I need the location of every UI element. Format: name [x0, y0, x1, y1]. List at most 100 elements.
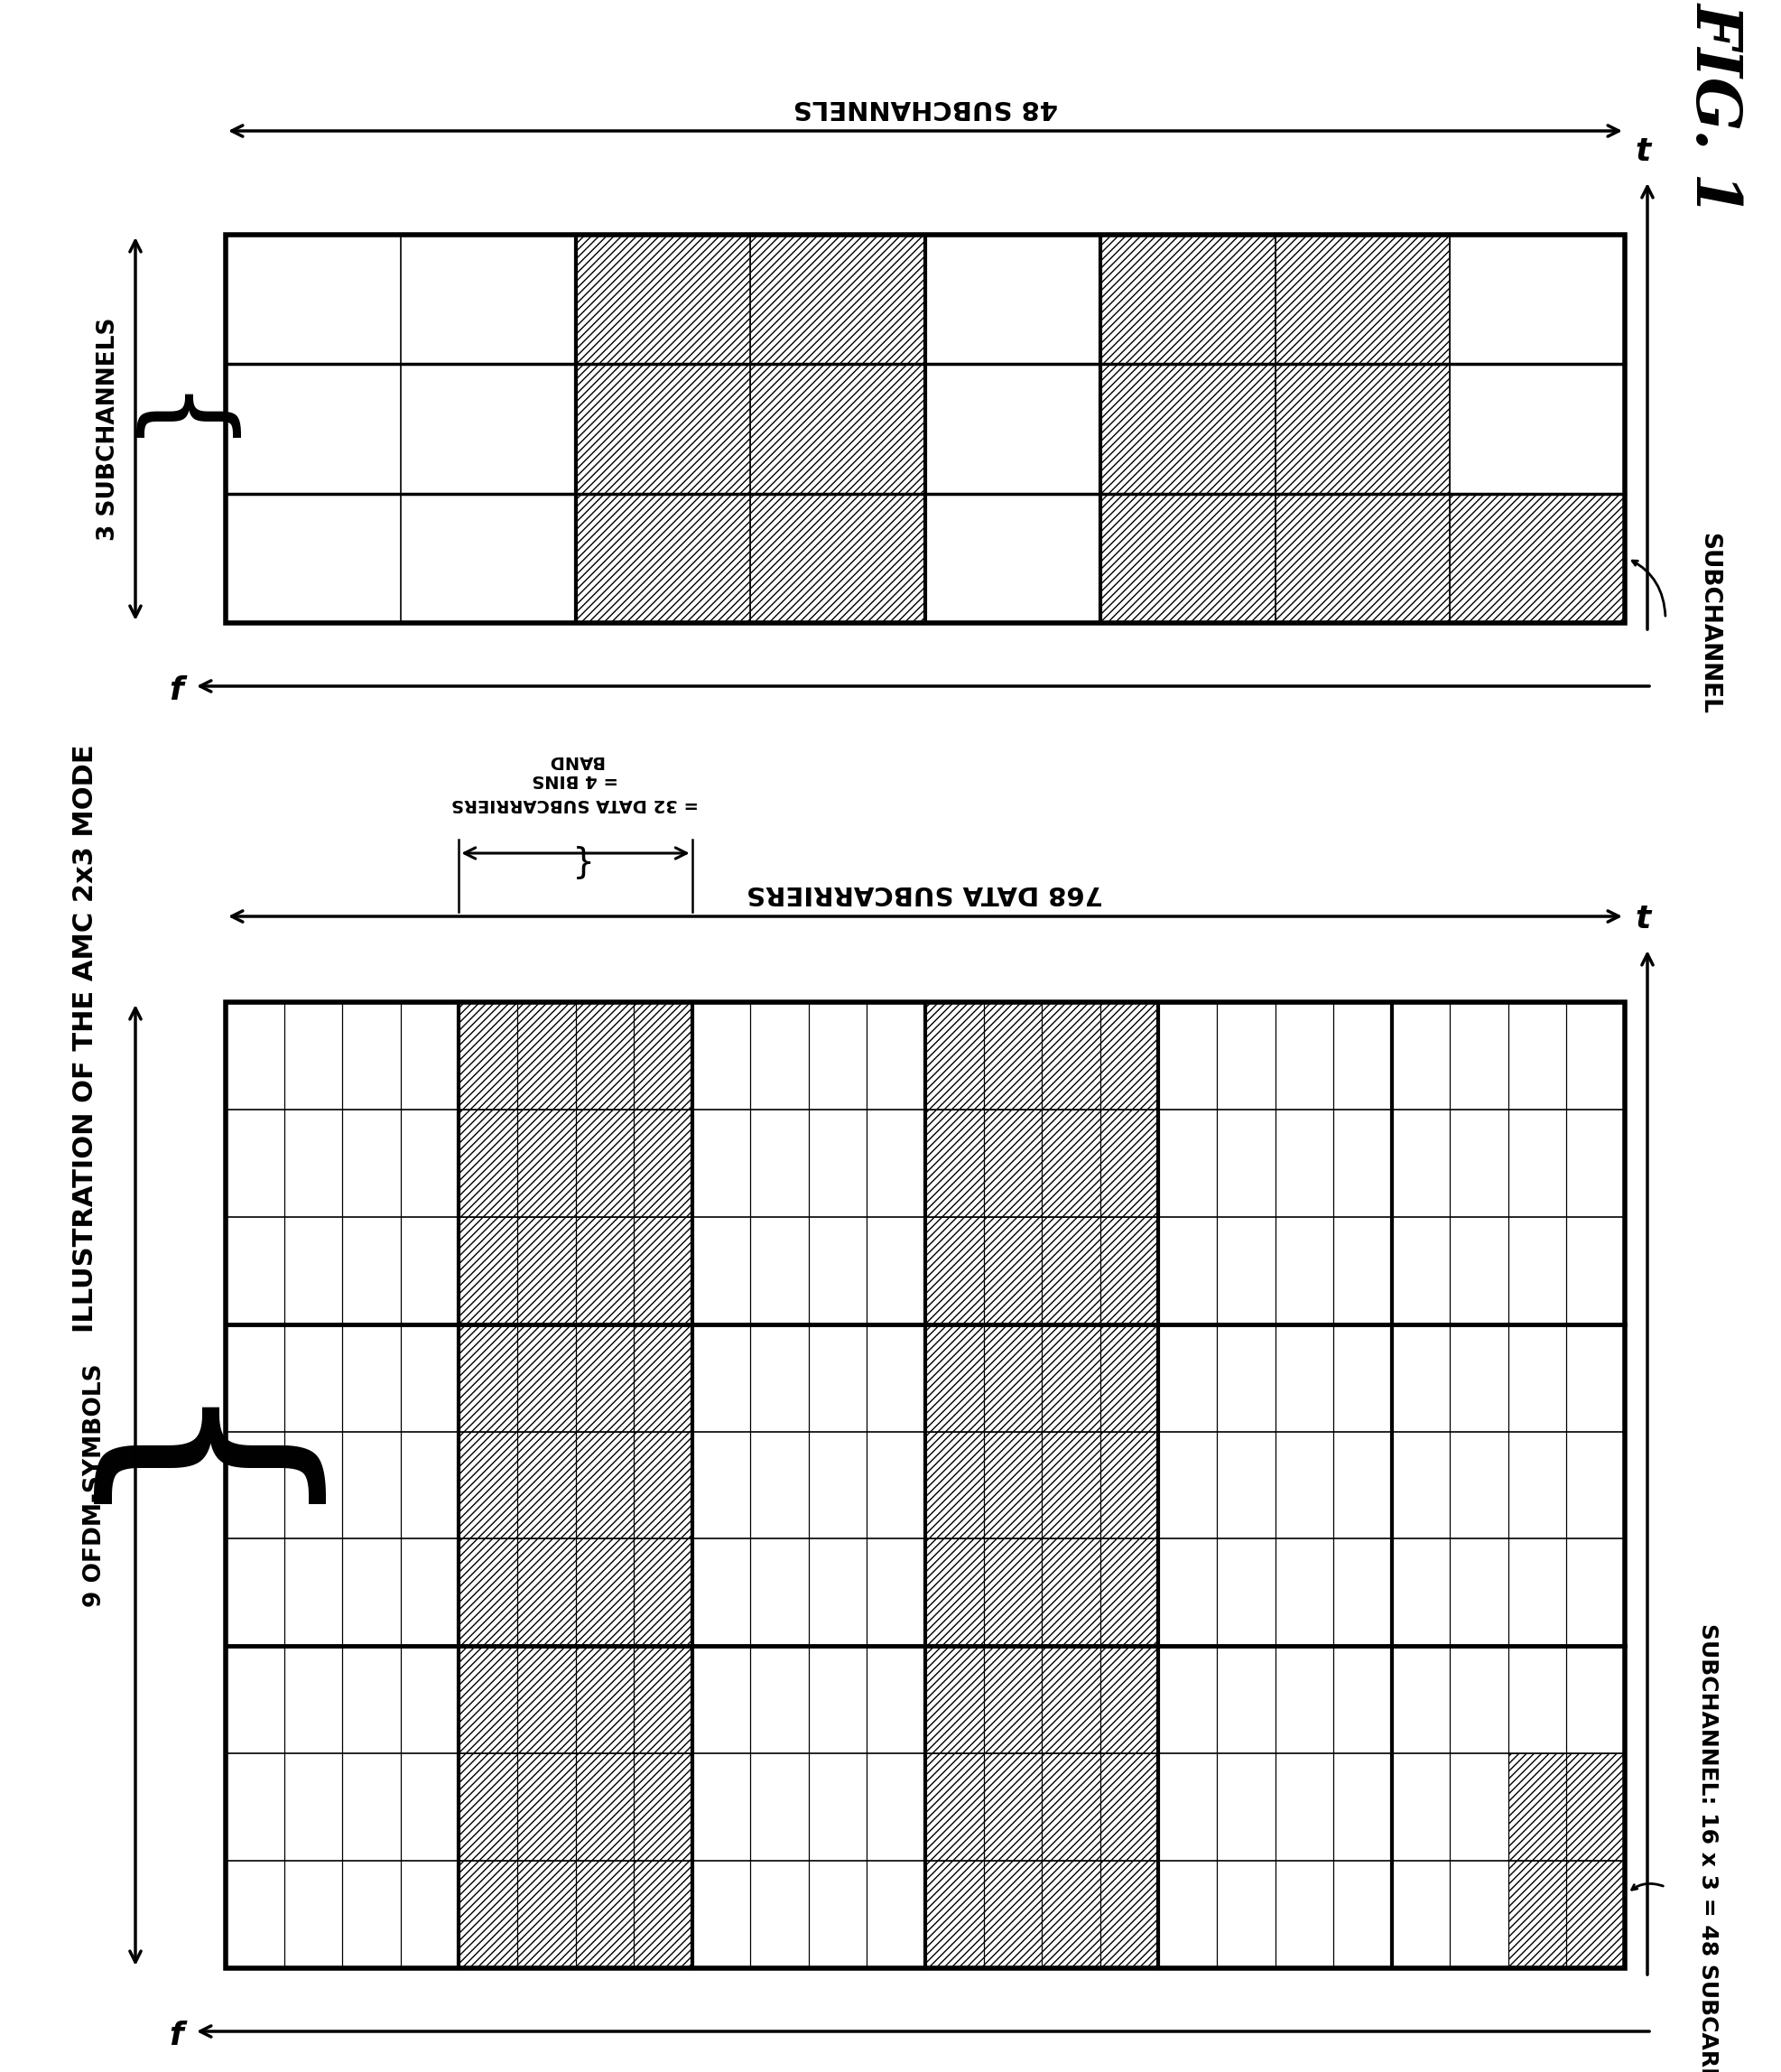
Bar: [1101, 365, 1275, 493]
Bar: [926, 1753, 983, 1861]
Bar: [983, 1324, 1042, 1432]
Bar: [926, 1109, 983, 1216]
Bar: [1275, 493, 1450, 624]
Bar: [634, 1539, 693, 1645]
Bar: [1042, 1753, 1101, 1861]
Bar: [516, 1216, 575, 1324]
Bar: [1101, 1539, 1158, 1645]
Text: ILLUSTRATION OF THE AMC 2x3 MODE: ILLUSTRATION OF THE AMC 2x3 MODE: [73, 744, 98, 1332]
Bar: [1101, 1645, 1158, 1753]
Bar: [750, 493, 926, 624]
Bar: [575, 1109, 634, 1216]
Text: t: t: [1635, 137, 1651, 168]
Bar: [575, 1539, 634, 1645]
Text: SUBCHANNEL: SUBCHANNEL: [1697, 533, 1720, 713]
Text: FIG. 1: FIG. 1: [1685, 2, 1745, 215]
Bar: [634, 1861, 693, 1968]
Bar: [983, 1539, 1042, 1645]
Text: SUBCHANNEL: 16 x 3 = 48 SUBCARRIERS: SUBCHANNEL: 16 x 3 = 48 SUBCARRIERS: [1697, 1622, 1719, 2072]
Bar: [575, 234, 750, 365]
Bar: [983, 1645, 1042, 1753]
Bar: [516, 1861, 575, 1968]
Bar: [1101, 234, 1275, 365]
Bar: [459, 1216, 516, 1324]
Bar: [516, 1324, 575, 1432]
Bar: [1101, 493, 1275, 624]
Bar: [459, 1861, 516, 1968]
Bar: [750, 365, 926, 493]
Bar: [926, 1645, 983, 1753]
Bar: [1567, 1861, 1624, 1968]
Bar: [516, 1753, 575, 1861]
Bar: [926, 1324, 983, 1432]
Bar: [1042, 1539, 1101, 1645]
Text: 48 SUBCHANNELS: 48 SUBCHANNELS: [793, 95, 1058, 120]
Bar: [459, 1432, 516, 1539]
Bar: [983, 1003, 1042, 1109]
Bar: [634, 1753, 693, 1861]
Text: {: {: [118, 394, 226, 464]
Bar: [459, 1109, 516, 1216]
Bar: [459, 1645, 516, 1753]
Bar: [634, 1432, 693, 1539]
Bar: [575, 1645, 634, 1753]
Bar: [926, 1539, 983, 1645]
Bar: [1101, 1432, 1158, 1539]
Bar: [926, 1432, 983, 1539]
Bar: [926, 1861, 983, 1968]
Bar: [459, 1753, 516, 1861]
Text: f: f: [169, 675, 183, 707]
Text: 9 OFDM-SYMBOLS: 9 OFDM-SYMBOLS: [84, 1363, 107, 1608]
Bar: [575, 1753, 634, 1861]
Bar: [459, 1003, 516, 1109]
Bar: [1275, 365, 1450, 493]
Bar: [634, 1645, 693, 1753]
Bar: [1042, 1645, 1101, 1753]
Bar: [516, 1003, 575, 1109]
Bar: [575, 1324, 634, 1432]
Bar: [575, 1003, 634, 1109]
Bar: [459, 1539, 516, 1645]
Bar: [575, 1861, 634, 1968]
Bar: [575, 493, 750, 624]
Bar: [1042, 1003, 1101, 1109]
Bar: [1567, 1753, 1624, 1861]
Text: = 4 BINS: = 4 BINS: [533, 771, 618, 787]
Bar: [516, 1432, 575, 1539]
Bar: [575, 1432, 634, 1539]
Bar: [983, 1432, 1042, 1539]
Bar: [634, 1003, 693, 1109]
Bar: [516, 1539, 575, 1645]
Bar: [634, 1324, 693, 1432]
Bar: [1101, 1861, 1158, 1968]
Bar: [926, 1216, 983, 1324]
Bar: [1101, 1753, 1158, 1861]
Bar: [926, 1003, 983, 1109]
Bar: [1042, 1432, 1101, 1539]
Text: BAND: BAND: [547, 752, 604, 769]
Bar: [1509, 1861, 1567, 1968]
Bar: [459, 1324, 516, 1432]
Bar: [1101, 1003, 1158, 1109]
Bar: [1509, 1753, 1567, 1861]
Bar: [983, 1216, 1042, 1324]
Bar: [634, 1216, 693, 1324]
Bar: [634, 1109, 693, 1216]
Bar: [575, 1216, 634, 1324]
Bar: [1101, 1109, 1158, 1216]
Bar: [983, 1753, 1042, 1861]
Bar: [575, 365, 750, 493]
Text: = 32 DATA SUBCARRIERS: = 32 DATA SUBCARRIERS: [452, 796, 700, 812]
Text: t: t: [1635, 903, 1651, 934]
Bar: [983, 1109, 1042, 1216]
Bar: [226, 1003, 1624, 1968]
Bar: [516, 1645, 575, 1753]
Text: f: f: [169, 2020, 183, 2051]
Text: {: {: [50, 1405, 294, 1564]
Bar: [516, 1109, 575, 1216]
Bar: [1275, 234, 1450, 365]
Bar: [983, 1861, 1042, 1968]
Bar: [1450, 493, 1624, 624]
Bar: [1042, 1324, 1101, 1432]
Bar: [1042, 1109, 1101, 1216]
